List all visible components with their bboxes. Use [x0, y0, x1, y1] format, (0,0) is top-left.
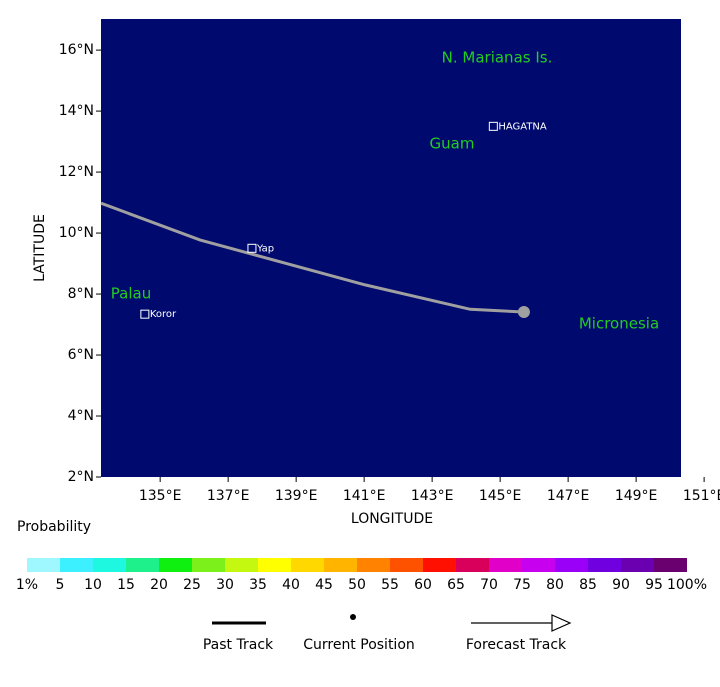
colorbar-label: 40 — [282, 577, 300, 593]
region-label: Guam — [430, 135, 475, 153]
colorbar-label: 30 — [216, 577, 234, 593]
colorbar-label: 15 — [117, 577, 135, 593]
x-tick-label: 149°E — [615, 488, 658, 504]
legend-label: Current Position — [303, 637, 415, 653]
x-tick-label: 137°E — [207, 488, 250, 504]
colorbar-label: 100% — [667, 577, 707, 593]
region-label: N. Marianas Is. — [442, 49, 553, 67]
colorbar-swatch — [555, 558, 588, 572]
colorbar-swatch — [60, 558, 93, 572]
place-label: HAGATNA — [498, 121, 547, 132]
legend-current-position — [350, 614, 356, 620]
region-label: Palau — [111, 285, 151, 303]
colorbar-swatch — [93, 558, 126, 572]
colorbar-swatch — [456, 558, 489, 572]
colorbar-swatch — [423, 558, 456, 572]
legend-label: Past Track — [203, 637, 274, 653]
colorbar-swatch — [390, 558, 423, 572]
colorbar-label: 85 — [579, 577, 597, 593]
colorbar-label: 60 — [414, 577, 432, 593]
colorbar-swatch — [324, 558, 357, 572]
x-tick-label: 145°E — [479, 488, 522, 504]
x-tick-label: 139°E — [275, 488, 318, 504]
place-marker — [247, 243, 257, 253]
colorbar-swatch — [192, 558, 225, 572]
colorbar-label: 10 — [84, 577, 102, 593]
x-tick-label: 147°E — [547, 488, 590, 504]
colorbar-swatch — [126, 558, 159, 572]
x-axis-label: LONGITUDE — [351, 511, 433, 527]
colorbar-swatch — [654, 558, 687, 572]
colorbar-label: 80 — [546, 577, 564, 593]
colorbar-swatch — [159, 558, 192, 572]
y-tick-label: 6°N — [68, 347, 94, 363]
y-tick-label: 12°N — [59, 164, 94, 180]
x-tick-label: 141°E — [343, 488, 386, 504]
legend-forecast-arrow — [551, 614, 572, 632]
colorbar-label: 75 — [513, 577, 531, 593]
colorbar-label: 45 — [315, 577, 333, 593]
colorbar-label: 20 — [150, 577, 168, 593]
colorbar-label: 25 — [183, 577, 201, 593]
colorbar-label: 70 — [480, 577, 498, 593]
colorbar-label: 50 — [348, 577, 366, 593]
place-marker — [140, 309, 150, 319]
y-tick-label: 16°N — [59, 42, 94, 58]
x-tick-label: 143°E — [411, 488, 454, 504]
y-tick-label: 14°N — [59, 103, 94, 119]
place-marker — [488, 121, 498, 131]
x-tick-label: 135°E — [139, 488, 182, 504]
colorbar-swatch — [27, 558, 60, 572]
region-label: Micronesia — [579, 315, 659, 333]
y-tick-label: 4°N — [68, 408, 94, 424]
colorbar-swatch — [588, 558, 621, 572]
place-label: Yap — [256, 243, 274, 254]
y-tick-label: 10°N — [59, 225, 94, 241]
colorbar-title: Probability — [17, 519, 91, 535]
y-tick-label: 2°N — [68, 469, 94, 485]
colorbar-label: 95 — [645, 577, 663, 593]
colorbar-swatch — [522, 558, 555, 572]
map-background — [101, 19, 681, 477]
colorbar-label: 35 — [249, 577, 267, 593]
y-axis-label: LATITUDE — [32, 214, 48, 282]
colorbar-swatch — [357, 558, 390, 572]
current-position — [517, 306, 530, 319]
colorbar-swatch — [258, 558, 291, 572]
colorbar-label: 5 — [56, 577, 65, 593]
colorbar-label: 90 — [612, 577, 630, 593]
y-tick-label: 8°N — [68, 286, 94, 302]
colorbar-swatch — [489, 558, 522, 572]
colorbar-swatch — [225, 558, 258, 572]
colorbar-label: 1% — [16, 577, 38, 593]
past-track — [100, 201, 525, 314]
colorbar-swatch — [621, 558, 654, 572]
place-label: Koror — [150, 309, 177, 320]
colorbar-label: 65 — [447, 577, 465, 593]
colorbar-swatch — [291, 558, 324, 572]
legend-label: Forecast Track — [466, 637, 567, 653]
x-tick-label: 151°E — [683, 488, 720, 504]
colorbar-label: 55 — [381, 577, 399, 593]
